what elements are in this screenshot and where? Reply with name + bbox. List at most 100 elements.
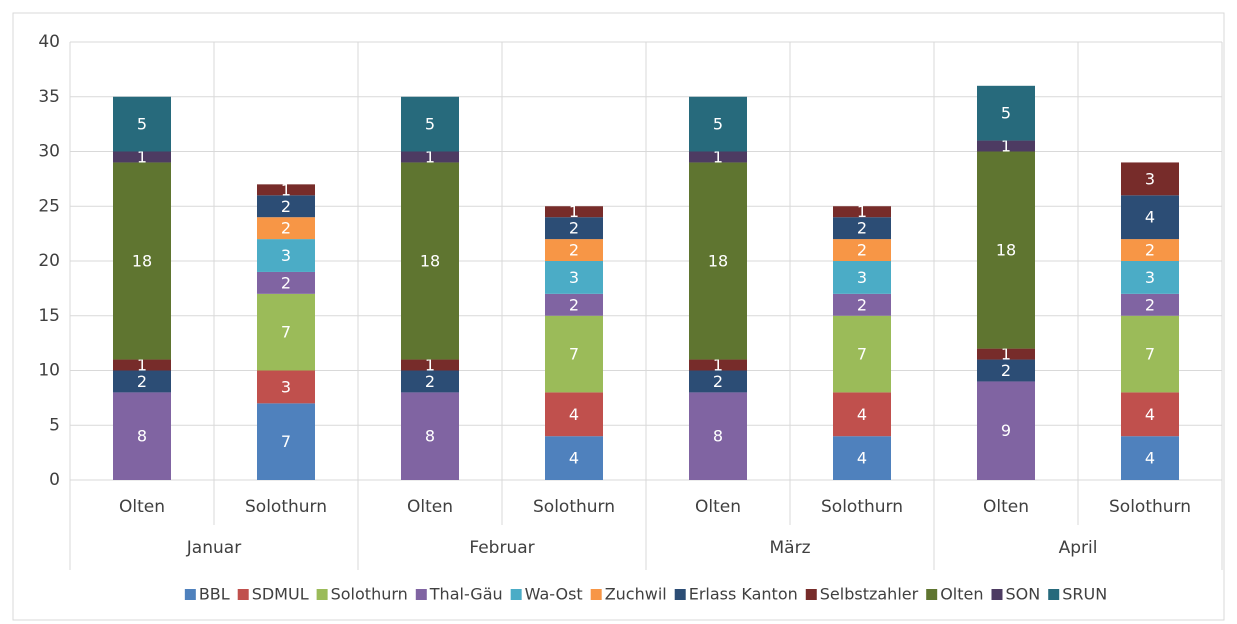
bar-segment	[113, 162, 171, 360]
bar-segment	[833, 261, 891, 294]
legend-label: Zuchwil	[605, 585, 667, 604]
x-tick-label: Olten	[695, 497, 741, 517]
bar-segment	[257, 184, 315, 196]
data-label: 5	[713, 115, 723, 134]
data-label: 8	[137, 427, 147, 446]
legend-swatch	[590, 589, 602, 600]
x-tick-label: Solothurn	[821, 497, 903, 517]
bar-segment	[401, 370, 459, 393]
data-label: 9	[1001, 421, 1011, 440]
data-label: 2	[569, 219, 579, 238]
bar-segment	[689, 162, 747, 360]
data-label: 2	[1145, 241, 1155, 260]
data-label: 18	[708, 252, 728, 271]
bar-segment	[401, 151, 459, 163]
data-label: 2	[857, 295, 867, 314]
data-label: 2	[857, 219, 867, 238]
bar-segment	[401, 162, 459, 360]
bar-segment	[1121, 162, 1179, 196]
bar-segment	[545, 261, 603, 294]
bar-segment	[257, 217, 315, 240]
bar-segment	[833, 217, 891, 240]
data-label: 2	[857, 241, 867, 260]
legend-label: Selbstzahler	[820, 585, 919, 604]
bar-segment	[1121, 392, 1179, 437]
data-label: 4	[1145, 208, 1155, 227]
bar-segment	[257, 271, 315, 294]
bar-segment	[113, 96, 171, 152]
data-label: 1	[1001, 345, 1011, 364]
bar-segment	[545, 436, 603, 480]
legend-swatch	[316, 589, 328, 600]
legend-swatch	[184, 589, 196, 600]
group-label: Januar	[186, 538, 241, 558]
bar-segment	[833, 293, 891, 316]
data-label: 1	[425, 356, 435, 375]
data-label: 2	[137, 372, 147, 391]
data-label: 1	[137, 147, 147, 166]
data-label: 4	[569, 405, 579, 424]
bar-segment	[257, 403, 315, 480]
bar-segment	[977, 151, 1035, 349]
data-label: 2	[569, 241, 579, 260]
bar-segment	[1121, 195, 1179, 240]
data-label: 4	[1145, 405, 1155, 424]
legend-swatch	[991, 589, 1003, 600]
bar-segment	[833, 239, 891, 261]
x-tick-label: Olten	[983, 497, 1029, 517]
bar-segment	[545, 206, 603, 218]
bar-segment	[689, 359, 747, 371]
bar-segment	[113, 359, 171, 371]
bar-segment	[1121, 315, 1179, 393]
legend-label: Olten	[940, 585, 983, 604]
data-label: 5	[137, 115, 147, 134]
data-label: 18	[996, 241, 1016, 260]
data-label: 4	[1145, 449, 1155, 468]
x-tick-label: Olten	[119, 497, 165, 517]
legend-swatch	[926, 589, 938, 600]
data-label: 3	[1145, 169, 1155, 188]
bar-segment	[689, 392, 747, 480]
bar-segment	[257, 370, 315, 404]
legend-swatch	[510, 589, 522, 600]
legend-label: Thal-Gäu	[429, 585, 503, 604]
bar-segment	[1121, 261, 1179, 294]
bar-segment	[833, 206, 891, 218]
x-tick-label: Olten	[407, 497, 453, 517]
data-label: 1	[1001, 137, 1011, 156]
legend-swatch	[1048, 589, 1060, 600]
data-label: 7	[281, 432, 291, 451]
data-label: 1	[713, 147, 723, 166]
y-tick-label: 30	[38, 142, 60, 162]
bar-segment	[545, 239, 603, 261]
bar-segment	[833, 315, 891, 393]
group-label: Februar	[469, 538, 534, 558]
data-label: 3	[1145, 268, 1155, 287]
legend-swatch	[674, 589, 686, 600]
data-label: 3	[569, 268, 579, 287]
legend-swatch	[237, 589, 249, 600]
data-label: 7	[281, 323, 291, 342]
legend-swatch	[805, 589, 817, 600]
bar-segment	[113, 370, 171, 393]
y-tick-label: 40	[38, 32, 60, 52]
bar-segment	[1121, 436, 1179, 480]
data-label: 1	[569, 202, 579, 221]
data-label: 1	[425, 147, 435, 166]
data-label: 1	[137, 356, 147, 375]
bar-segment	[689, 370, 747, 393]
bar-segment	[1121, 239, 1179, 261]
y-tick-label: 0	[49, 470, 60, 490]
data-label: 5	[425, 115, 435, 134]
y-tick-label: 35	[38, 87, 60, 107]
data-label: 1	[857, 202, 867, 221]
bar-segment	[833, 436, 891, 480]
bar-segment	[401, 359, 459, 371]
bar-segment	[545, 293, 603, 316]
data-label: 7	[569, 345, 579, 364]
data-label: 3	[281, 377, 291, 396]
data-label: 2	[569, 295, 579, 314]
bar-segment	[977, 348, 1035, 360]
data-label: 2	[713, 372, 723, 391]
